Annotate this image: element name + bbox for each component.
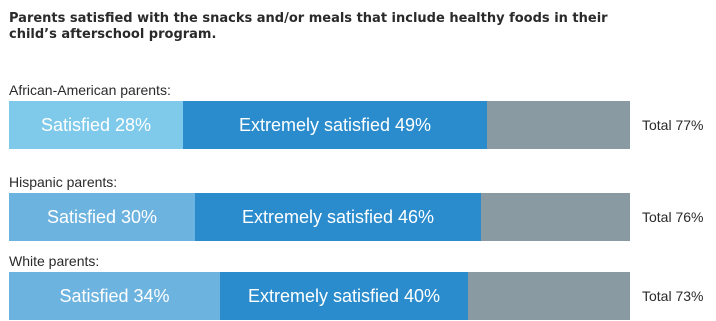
bar-extremely-satisfied-2 xyxy=(220,272,468,320)
total-label-0: Total 77% xyxy=(642,117,704,133)
label-satisfied-2: Satisfied 34% xyxy=(59,285,170,306)
bar-satisfied-2 xyxy=(9,272,220,320)
total-label-1: Total 76% xyxy=(642,209,704,225)
bar-satisfied-0 xyxy=(9,101,183,149)
bar-track-2: Satisfied 34% Extremely satisfied 40% xyxy=(9,272,630,320)
bar-remainder-0 xyxy=(487,101,630,149)
bar-remainder-2 xyxy=(468,272,630,320)
group-label-2: White parents: xyxy=(9,253,100,269)
total-label-2: Total 73% xyxy=(642,288,704,304)
label-extremely-satisfied-0: Extremely satisfied 49% xyxy=(238,114,432,135)
chart-title: Parents satisfied with the snacks and/or… xyxy=(9,11,608,42)
group-label-1: Hispanic parents: xyxy=(9,174,118,190)
bar-extremely-satisfied-1 xyxy=(195,193,481,241)
group-label-0: African-American parents: xyxy=(9,82,171,98)
bar-remainder-1 xyxy=(481,193,630,241)
bar-track-0: Satisfied 28% Extremely satisfied 49% xyxy=(9,101,630,149)
bar-track-1: Satisfied 30% Extremely satisfied 46% xyxy=(9,193,630,241)
label-satisfied-0: Satisfied 28% xyxy=(40,114,152,135)
bar-satisfied-1 xyxy=(9,193,195,241)
bar-extremely-satisfied-0 xyxy=(183,101,487,149)
label-extremely-satisfied-2: Extremely satisfied 40% xyxy=(247,285,441,306)
label-satisfied-1: Satisfied 30% xyxy=(46,206,158,227)
label-extremely-satisfied-1: Extremely satisfied 46% xyxy=(241,206,435,227)
